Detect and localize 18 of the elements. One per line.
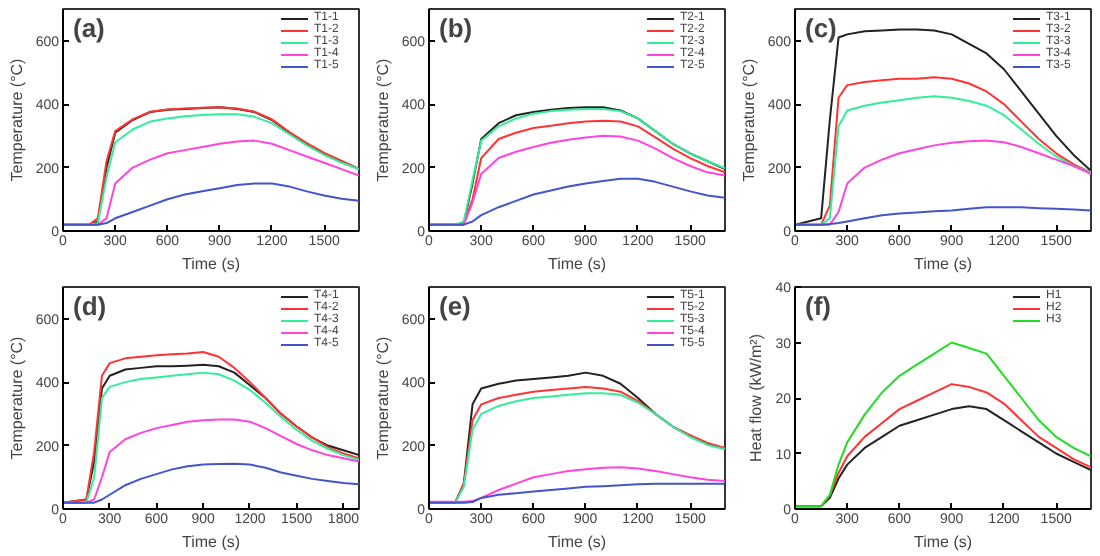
chart-title: (e) (439, 291, 471, 321)
x-axis-title: Time (s) (913, 255, 973, 273)
chart-title: (c) (805, 13, 837, 43)
x-axis-title: Time (s) (547, 255, 607, 273)
y-axis-title: Temperature (°C) (373, 335, 392, 460)
y-axis-title: Temperature (°C) (739, 57, 758, 182)
x-axis-title: Time (s) (547, 533, 607, 551)
x-axis-title: Time (s) (913, 533, 973, 551)
y-axis-title: Temperature (°C) (373, 57, 392, 182)
y-axis-title: Heat flow (kW/m²) (747, 333, 766, 462)
chart-title: (d) (73, 291, 107, 321)
y-axis-title: Temperature (°C) (7, 335, 26, 460)
chart-title: (b) (439, 13, 473, 43)
x-axis-title: Time (s) (181, 533, 241, 551)
y-axis-title: Temperature (°C) (7, 57, 26, 182)
chart-title: (f) (805, 291, 831, 321)
chart-title: (a) (73, 13, 105, 43)
x-axis-title: Time (s) (181, 255, 241, 273)
